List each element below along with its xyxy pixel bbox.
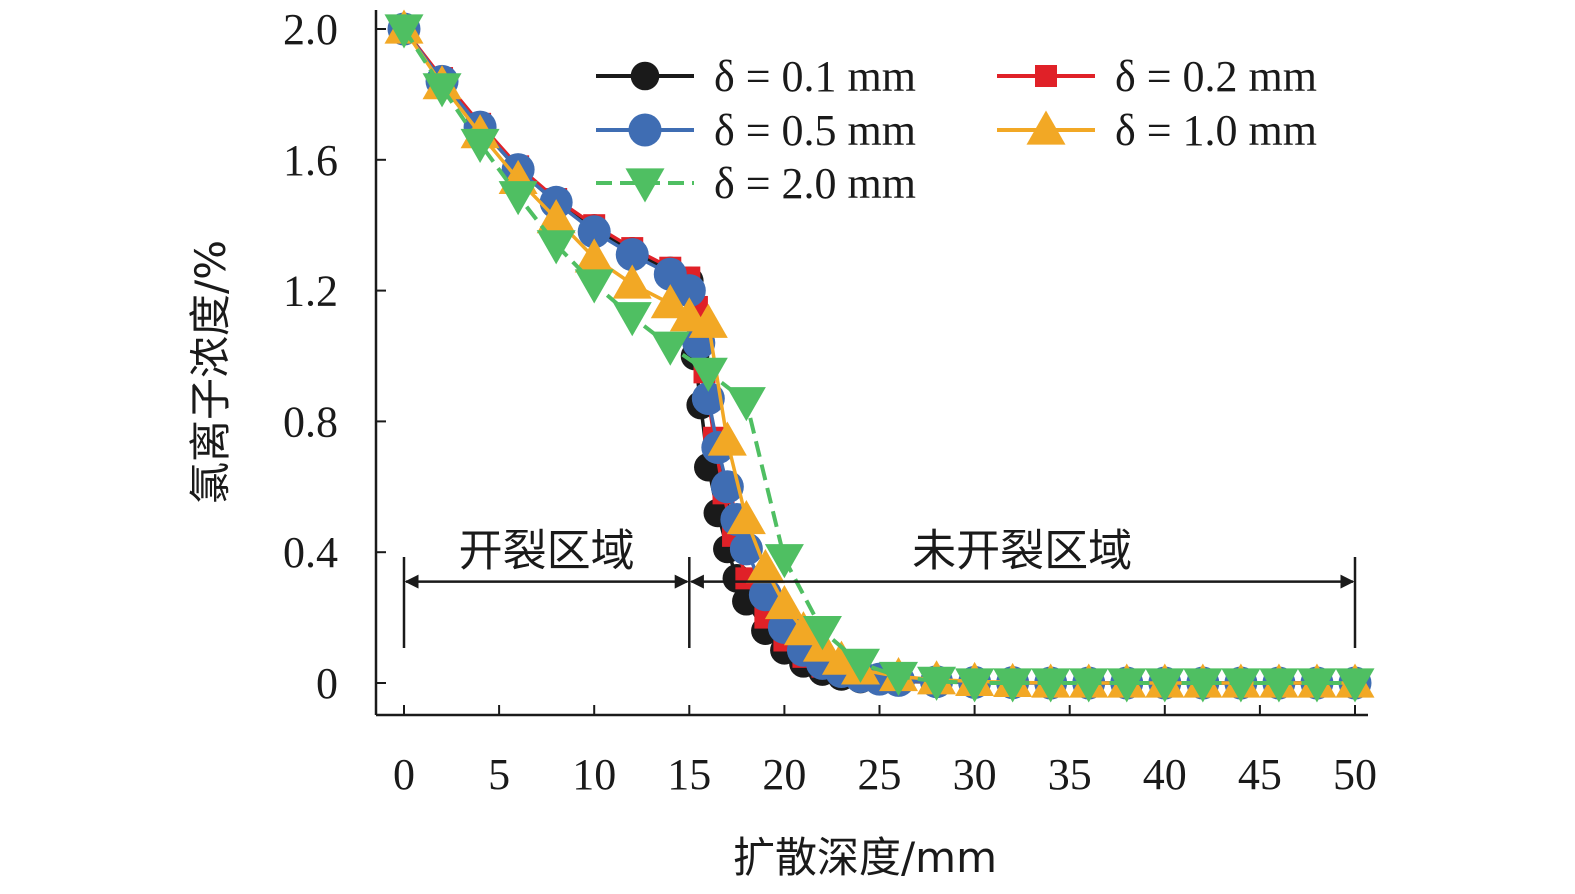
x-tick-label: 0	[393, 750, 415, 799]
data-point	[1069, 668, 1109, 703]
data-point	[1035, 65, 1057, 87]
data-point	[802, 616, 842, 651]
data-point	[650, 331, 690, 366]
y-tick-label: 0.4	[283, 528, 338, 577]
x-axis-ticks: 0 5 10 15 20 25 30 35 40 45 50	[393, 705, 1377, 799]
data-point	[688, 357, 728, 392]
data-point	[1145, 668, 1185, 703]
y-axis-ticks: 0 0.4 0.8 1.2 1.6 2.0	[283, 5, 386, 708]
legend-item: δ = 0.1 mm	[596, 52, 916, 101]
data-point	[879, 661, 919, 696]
y-tick-label: 2.0	[283, 5, 338, 54]
legend-label: δ = 0.5 mm	[714, 106, 916, 155]
data-point	[628, 113, 662, 147]
data-point	[1259, 668, 1299, 703]
data-point	[460, 128, 500, 163]
y-tick-label: 0.8	[283, 397, 338, 446]
y-tick-label: 0	[316, 659, 338, 708]
data-point	[574, 269, 614, 304]
data-point	[615, 238, 649, 272]
data-point	[688, 303, 728, 338]
data-point	[764, 585, 804, 620]
data-point	[1183, 668, 1223, 703]
data-point	[917, 666, 957, 701]
data-point	[1221, 668, 1261, 703]
data-point	[691, 382, 725, 416]
data-point	[630, 61, 660, 91]
data-point	[536, 230, 576, 265]
legend-item: δ = 1.0 mm	[997, 106, 1317, 155]
data-point	[625, 168, 665, 203]
data-point	[1031, 668, 1071, 703]
region-label: 开裂区域	[459, 526, 635, 577]
legend-item: δ = 2.0 mm	[596, 159, 916, 208]
legend-item: δ = 0.5 mm	[596, 106, 916, 155]
x-tick-label: 5	[488, 750, 510, 799]
data-point	[577, 215, 611, 249]
legend-item: δ = 0.2 mm	[997, 52, 1317, 101]
data-point	[707, 421, 747, 456]
data-point	[422, 73, 462, 108]
y-tick-label: 1.2	[283, 267, 338, 316]
data-point	[498, 181, 538, 216]
x-tick-label: 25	[858, 750, 902, 799]
x-tick-label: 10	[572, 750, 616, 799]
data-point	[672, 274, 706, 308]
data-point	[1107, 668, 1147, 703]
legend-label: δ = 2.0 mm	[714, 159, 916, 208]
data-point	[650, 284, 690, 319]
x-axis-title: 扩散深度/mm	[733, 833, 997, 882]
data-point	[384, 14, 424, 49]
data-point	[726, 387, 766, 422]
x-tick-label: 45	[1238, 750, 1282, 799]
annotation-layer: 开裂区域 未开裂区域	[402, 526, 1357, 648]
data-point	[1297, 668, 1337, 703]
legend-label: δ = 0.2 mm	[1115, 52, 1317, 101]
data-point	[840, 648, 880, 683]
x-tick-label: 15	[667, 750, 711, 799]
data-point	[612, 264, 652, 299]
legend: δ = 0.1 mm δ = 0.2 mm δ = 0.5 mm δ = 1.0 mm…	[596, 52, 1317, 208]
region-label: 未开裂区域	[912, 526, 1132, 577]
data-point	[612, 302, 652, 337]
x-tick-label: 35	[1048, 750, 1092, 799]
x-tick-label: 40	[1143, 750, 1187, 799]
data-point	[574, 238, 614, 273]
data-point	[993, 668, 1033, 703]
series-5	[384, 14, 1375, 703]
x-tick-label: 50	[1333, 750, 1377, 799]
x-tick-label: 20	[762, 750, 806, 799]
legend-label: δ = 0.1 mm	[714, 52, 916, 101]
data-point	[536, 199, 576, 234]
data-point	[1026, 110, 1066, 145]
y-axis-title: 氯离子浓度/%	[186, 240, 235, 504]
data-point	[955, 668, 995, 703]
data-point	[764, 544, 804, 579]
plot-area	[374, 10, 1368, 717]
series-layer	[384, 9, 1375, 703]
y-tick-label: 1.6	[283, 136, 338, 185]
x-tick-label: 30	[953, 750, 997, 799]
legend-label: δ = 1.0 mm	[1115, 106, 1317, 155]
data-point	[783, 611, 823, 646]
data-point	[1335, 668, 1375, 703]
data-point	[726, 500, 766, 535]
